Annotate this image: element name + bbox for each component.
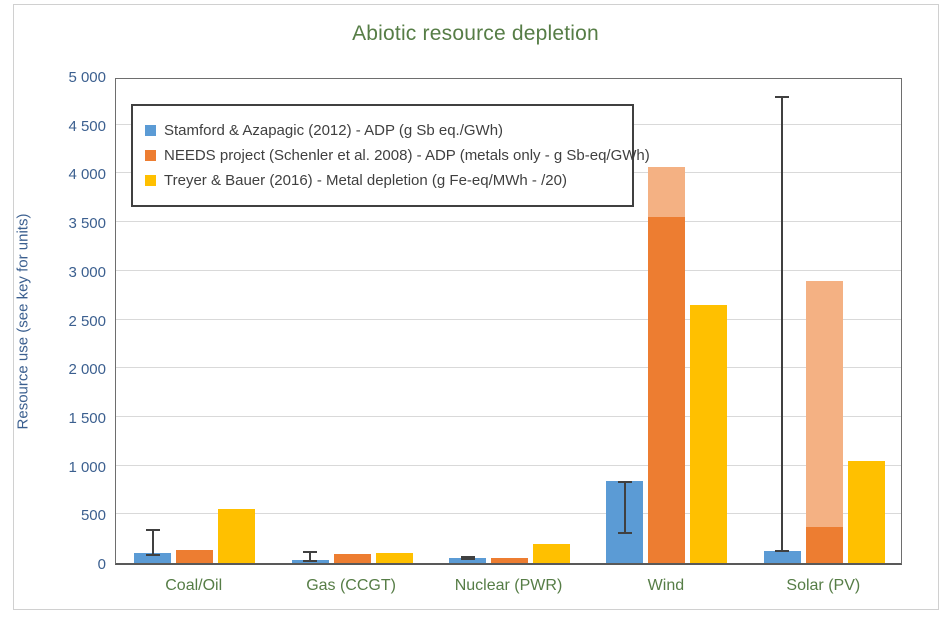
bar-series-1 [448, 558, 486, 563]
legend: Stamford & Azapagic (2012) - ADP (g Sb e… [131, 104, 650, 207]
bar-group-coal-oil [116, 79, 273, 563]
error-bar [460, 555, 475, 561]
plot-area: Stamford & Azapagic (2012) - ADP (g Sb e… [115, 78, 902, 565]
error-bar-cap-top [145, 528, 160, 531]
legend-row: Treyer & Bauer (2016) - Metal depletion … [145, 169, 620, 191]
y-tick-label: 3 000 [68, 263, 106, 281]
bar-stack [176, 549, 214, 563]
error-bar-cap-bottom [617, 531, 632, 534]
error-bar-cap-top [303, 551, 318, 554]
error-bar-cap-top [617, 481, 632, 484]
error-bar-line [151, 528, 154, 557]
bar-stack [690, 304, 728, 563]
error-bar-cap-bottom [775, 550, 790, 553]
error-bar [145, 528, 160, 557]
gridline [116, 269, 901, 271]
legend-row: NEEDS project (Schenler et al. 2008) - A… [145, 144, 650, 166]
bar-series-1 [134, 553, 172, 563]
bar-series-1 [763, 551, 801, 563]
bar-stack [763, 551, 801, 563]
error-bar-line [623, 481, 626, 534]
gridline [116, 221, 901, 223]
y-tick-label: 4 500 [68, 117, 106, 135]
legend-label: Treyer & Bauer (2016) - Metal depletion … [164, 171, 567, 189]
x-category-label: Gas (CCGT) [306, 577, 396, 594]
y-tick-label: 1 000 [68, 458, 106, 476]
chart-title: Abiotic resource depletion [352, 22, 599, 45]
error-bar-line [781, 95, 784, 553]
gridline [116, 415, 901, 417]
gridline [116, 513, 901, 515]
y-tick-label: 1 500 [68, 409, 106, 427]
bar-series-2 [490, 558, 528, 563]
bar-stack [490, 558, 528, 563]
error-bar-cap-bottom [460, 558, 475, 561]
legend-rows: Stamford & Azapagic (2012) - ADP (g Sb e… [145, 119, 650, 191]
legend-marker-icon [145, 124, 156, 136]
x-category-label: Nuclear (PWR) [454, 577, 563, 594]
gridline [116, 367, 901, 369]
bar-series-2 [805, 526, 843, 563]
error-bar-cap-top [460, 555, 475, 558]
figure-border [13, 4, 939, 610]
bar-stack [218, 509, 256, 563]
x-category-label: Coal/Oil [165, 577, 223, 594]
y-tick-label: 0 [97, 556, 106, 573]
y-tick-label: 5 000 [68, 69, 106, 86]
error-bar-cap-top [775, 95, 790, 98]
error-bar-line [309, 551, 312, 563]
legend-marker-icon [145, 149, 156, 161]
y-tick-label: 4 000 [68, 166, 106, 184]
bar-stack [375, 553, 413, 563]
x-category-label: Solar (PV) [786, 577, 861, 594]
bar-series-3 [375, 553, 413, 563]
y-tick-label: 2 000 [68, 361, 106, 379]
gridline [116, 464, 901, 466]
bar-series-3 [532, 543, 570, 563]
y-tick-label: 3 500 [68, 215, 106, 233]
bar-group-solar-pv- [746, 79, 903, 563]
bar-series-2 [176, 549, 214, 563]
error-bar [775, 95, 790, 553]
legend-row: Stamford & Azapagic (2012) - ADP (g Sb e… [145, 119, 620, 141]
legend-marker-icon [145, 174, 156, 186]
x-category-label: Wind [647, 577, 685, 594]
bar-series-2 [648, 217, 686, 563]
bar-stack [847, 460, 885, 563]
y-tick-label: 2 500 [68, 312, 106, 330]
bar-stack [805, 280, 843, 563]
bar-series-3 [218, 509, 256, 563]
legend-label: Stamford & Azapagic (2012) - ADP (g Sb e… [164, 121, 504, 139]
bar-range-segment [648, 166, 686, 218]
y-tick-label: 500 [80, 507, 106, 525]
error-bar [303, 551, 318, 563]
bar-stack [532, 543, 570, 563]
bar-stack [648, 166, 686, 563]
bar-group-nuclear-pwr- [431, 79, 588, 563]
error-bar-line [466, 555, 469, 561]
bar-series-3 [847, 460, 885, 563]
bar-stack [333, 554, 371, 563]
gridline [116, 318, 901, 320]
bar-series-2 [333, 554, 371, 563]
error-bar [617, 481, 632, 534]
error-bar-cap-bottom [145, 554, 160, 557]
bar-stack [448, 558, 486, 563]
error-bar-cap-bottom [303, 560, 318, 563]
bar-series-3 [690, 304, 728, 563]
bar-range-segment [805, 280, 843, 527]
legend-label: NEEDS project (Schenler et al. 2008) - A… [164, 146, 650, 164]
bar-stack [134, 553, 172, 563]
